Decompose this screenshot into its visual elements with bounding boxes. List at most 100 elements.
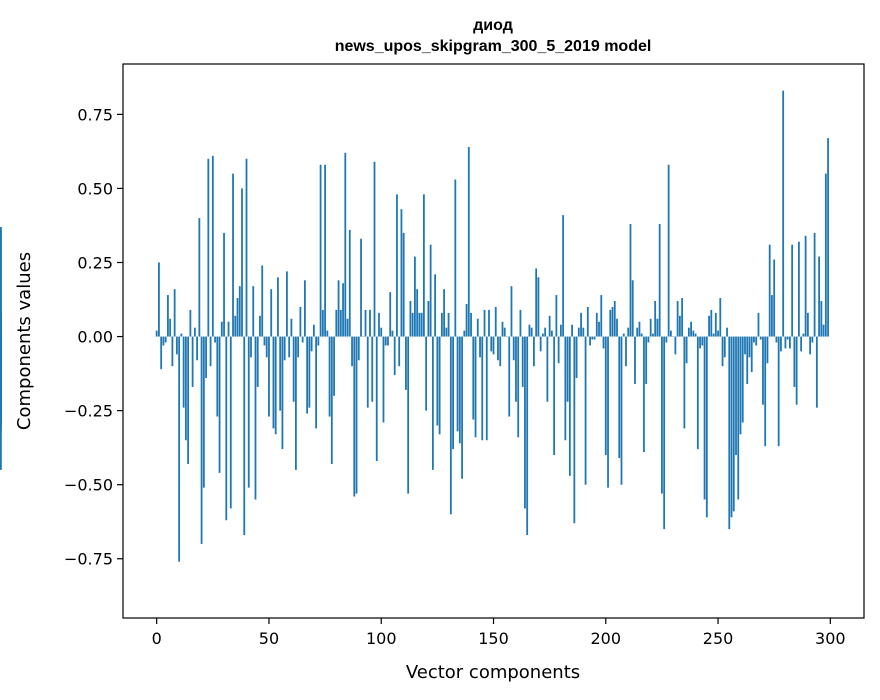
- bar-105: [392, 331, 394, 337]
- bar-56: [282, 337, 284, 450]
- bar-203: [612, 307, 614, 337]
- bar-118: [421, 313, 423, 337]
- bar-215: [639, 322, 641, 337]
- bar-229: [670, 331, 672, 337]
- bar-51: [270, 289, 272, 336]
- bar-57: [284, 337, 286, 361]
- bar-53: [275, 337, 277, 435]
- bar-22: [205, 337, 207, 378]
- bar-223: [657, 319, 659, 337]
- bar-undefined: [0, 334, 2, 337]
- bar-193: [589, 337, 591, 346]
- bar-112: [407, 337, 409, 494]
- bar-162: [520, 310, 522, 337]
- bar-31: [225, 337, 227, 521]
- bar-64: [299, 307, 301, 337]
- bar-196: [596, 313, 598, 337]
- bar-204: [614, 301, 616, 337]
- bar-3: [163, 337, 165, 346]
- bar-240: [695, 334, 697, 337]
- bar-183: [567, 337, 569, 402]
- bar-298: [825, 174, 827, 337]
- bar-256: [731, 337, 733, 518]
- bar-97: [374, 162, 376, 337]
- bar-283: [791, 245, 793, 337]
- bar-199: [603, 337, 605, 349]
- bar-251: [719, 298, 721, 337]
- bar-200: [605, 337, 607, 456]
- bar-128: [443, 289, 445, 336]
- bar-159: [513, 337, 515, 361]
- bar-177: [553, 337, 555, 456]
- x-tick-label: 150: [478, 629, 509, 648]
- bar-15: [189, 310, 191, 337]
- bar-35: [234, 316, 236, 337]
- bar-30: [223, 233, 225, 337]
- bar-154: [502, 322, 504, 337]
- bar-252: [722, 337, 724, 367]
- bar-237: [688, 328, 690, 337]
- bar-23: [207, 159, 209, 337]
- y-tick-label: −0.50: [64, 476, 113, 495]
- bar-42: [250, 337, 252, 358]
- bar-134: [457, 337, 459, 432]
- bar-111: [405, 337, 407, 390]
- bar-241: [697, 337, 699, 450]
- bar-248: [713, 334, 715, 337]
- bar-110: [403, 233, 405, 337]
- bar-4: [165, 337, 167, 343]
- bar-175: [549, 316, 551, 337]
- bar-239: [692, 331, 694, 337]
- bar-36: [237, 298, 239, 337]
- bar-34: [232, 174, 234, 337]
- bar-246: [708, 316, 710, 337]
- bar-297: [823, 325, 825, 337]
- bar-267: [755, 337, 757, 346]
- bar-163: [522, 337, 524, 387]
- bar-132: [452, 337, 454, 450]
- bar-102: [385, 337, 387, 346]
- bar-206: [618, 337, 620, 458]
- bar-294: [816, 337, 818, 408]
- bar-209: [625, 337, 627, 367]
- x-tick-label: 50: [259, 629, 279, 648]
- bar-170: [538, 277, 540, 336]
- bar-47: [261, 265, 263, 336]
- bar-190: [582, 328, 584, 337]
- bar-198: [600, 295, 602, 336]
- bar-191: [585, 337, 587, 485]
- bar-263: [746, 337, 748, 384]
- bar-13: [185, 337, 187, 441]
- bar-165: [526, 337, 528, 535]
- bar-48: [264, 337, 266, 346]
- bar-38: [241, 188, 243, 336]
- bar-119: [423, 194, 425, 336]
- y-axis-label: Components values: [14, 252, 35, 430]
- bar-178: [555, 295, 557, 336]
- bar-69: [311, 337, 313, 352]
- bar-24: [210, 337, 212, 367]
- bar-43: [252, 286, 254, 336]
- bar-295: [818, 257, 820, 337]
- bar-6: [169, 319, 171, 337]
- bar-5: [167, 295, 169, 336]
- bar-33: [230, 337, 232, 509]
- bar-85: [347, 319, 349, 337]
- bar-117: [419, 313, 421, 337]
- bar-80: [335, 310, 337, 337]
- bar-279: [782, 91, 784, 337]
- bar-94: [367, 337, 369, 408]
- bar-186: [573, 337, 575, 524]
- bar-214: [636, 328, 638, 337]
- bar-150: [493, 337, 495, 355]
- bar-115: [414, 257, 416, 337]
- y-tick-label: −0.25: [64, 402, 113, 421]
- bar-244: [704, 337, 706, 500]
- bar-213: [634, 337, 636, 384]
- bar-286: [798, 242, 800, 337]
- bar-280: [785, 337, 787, 349]
- bar-21: [203, 337, 205, 488]
- bar-145: [481, 337, 483, 441]
- bar-137: [463, 331, 465, 337]
- bar-87: [351, 337, 353, 367]
